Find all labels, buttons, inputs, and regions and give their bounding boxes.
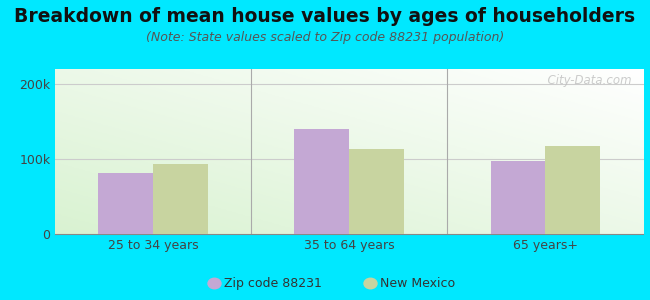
Bar (545, 146, 601, 234)
Ellipse shape (364, 278, 377, 289)
Bar (98, 172, 153, 234)
Text: Zip code 88231: Zip code 88231 (224, 277, 322, 290)
Bar (350, 149, 404, 234)
Ellipse shape (208, 278, 221, 289)
Text: Breakdown of mean house values by ages of householders: Breakdown of mean house values by ages o… (14, 8, 636, 26)
Text: (Note: State values scaled to Zip code 88231 population): (Note: State values scaled to Zip code 8… (146, 32, 504, 44)
Bar (491, 160, 545, 234)
Text: City-Data.com: City-Data.com (540, 74, 632, 87)
Bar (153, 164, 208, 234)
Text: New Mexico: New Mexico (380, 277, 456, 290)
Bar (294, 129, 350, 234)
